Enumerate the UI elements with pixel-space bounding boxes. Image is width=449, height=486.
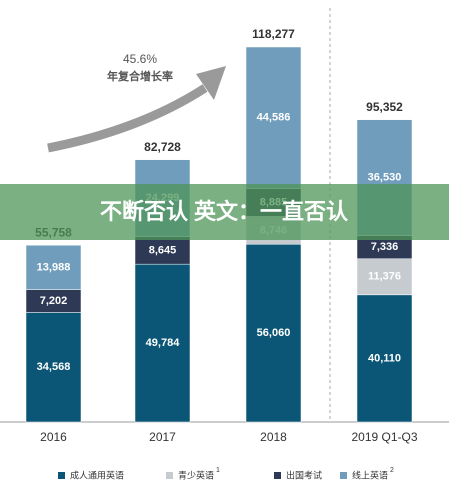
- segment-label: 7,202: [40, 295, 68, 307]
- segment-label: 13,988: [37, 261, 71, 273]
- banner-text: 不断否认 英文：一直否认: [100, 199, 348, 224]
- bar-segment: [245, 46, 302, 189]
- segment-label: 49,784: [146, 337, 181, 349]
- segment-label: 7,336: [371, 241, 399, 253]
- segment-label: 40,110: [368, 352, 401, 364]
- segment-label: 44,586: [257, 112, 291, 124]
- segment-label: 11,376: [368, 271, 401, 283]
- bar-segment: [25, 244, 82, 290]
- cagr-label: 年复合增长率: [107, 69, 173, 83]
- segment-label: 36,530: [368, 172, 402, 184]
- x-tick-label: 2018: [260, 430, 287, 444]
- segment-label: 8,645: [149, 244, 177, 256]
- x-tick-label: 2017: [149, 430, 176, 444]
- total-label: 95,352: [366, 100, 403, 114]
- bar-segment: [245, 244, 302, 423]
- legend-label: 线上英语: [352, 469, 388, 480]
- segment-label: 56,060: [257, 327, 291, 339]
- legend-label: 成人通用英语: [70, 469, 124, 480]
- legend-note: 2: [390, 467, 394, 474]
- legend-label: 出国考试: [286, 469, 322, 480]
- cagr-value: 45.6%: [123, 52, 157, 66]
- legend-note: 1: [216, 467, 220, 474]
- bar-segment: [134, 263, 191, 423]
- legend-swatch: [58, 472, 65, 479]
- x-tick-label: 2019 Q1-Q3: [351, 430, 417, 444]
- arrow-head: [196, 66, 226, 100]
- bar-segment: [25, 312, 82, 423]
- legend-label: 青少英语: [178, 469, 214, 480]
- total-label: 118,277: [252, 27, 295, 41]
- bar-segment: [356, 258, 413, 296]
- bar-segment: [356, 294, 413, 423]
- legend-swatch: [166, 472, 173, 479]
- legend-swatch: [340, 472, 347, 479]
- banner: [0, 184, 449, 240]
- segment-label: 34,568: [37, 361, 71, 373]
- legend-swatch: [274, 472, 281, 479]
- x-tick-label: 2016: [40, 430, 67, 444]
- growth-arrow: [47, 84, 208, 153]
- total-label: 82,728: [144, 140, 181, 154]
